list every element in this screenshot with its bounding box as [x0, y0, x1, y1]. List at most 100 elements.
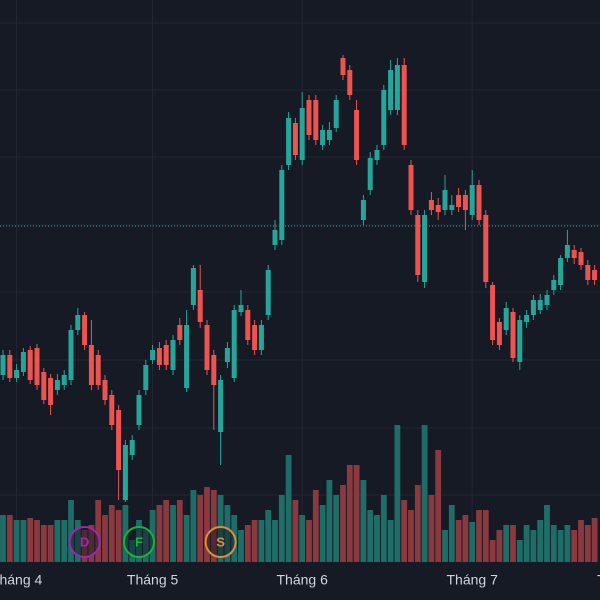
candle-body — [333, 100, 339, 128]
candle-body — [75, 315, 81, 330]
volume-bar — [265, 510, 272, 562]
candle-body — [585, 265, 591, 280]
candle-body — [163, 345, 169, 365]
candle-body — [510, 312, 516, 358]
volume-bar — [122, 505, 129, 562]
candle-body — [238, 305, 244, 312]
candle-body — [82, 315, 88, 345]
volume-bar — [428, 495, 435, 562]
volume-bar — [435, 450, 442, 562]
candle-body — [422, 215, 428, 282]
candle-body — [218, 380, 224, 432]
candle-body — [245, 310, 251, 340]
volume-bar — [367, 510, 374, 562]
candle-body — [265, 270, 271, 315]
volume-bar — [550, 525, 557, 562]
volume-bar — [163, 500, 170, 562]
volume-bar — [503, 525, 510, 562]
candle-body — [490, 285, 496, 340]
volume-bar — [374, 515, 380, 562]
volume-bar — [183, 515, 190, 562]
x-tick-label: T — [597, 572, 600, 588]
volume-bar — [326, 480, 333, 562]
volume-bar — [462, 515, 469, 562]
candle-body — [517, 320, 523, 362]
candle-body — [313, 100, 319, 140]
volume-bar — [394, 425, 401, 562]
candle-body — [184, 325, 190, 388]
candle-body — [592, 270, 598, 280]
volume-bar — [469, 522, 476, 562]
candle-body — [48, 378, 54, 405]
x-tick-label: Tháng 4 — [0, 572, 42, 588]
candle-body — [449, 205, 455, 210]
volume-bar — [306, 520, 312, 562]
candle-body — [469, 185, 475, 215]
candle-body — [109, 395, 115, 425]
volume-bar — [54, 520, 61, 562]
candle-body — [558, 258, 564, 285]
candle-body — [20, 352, 26, 372]
candle-body — [286, 118, 292, 165]
volume-bar — [346, 465, 353, 562]
volume-bar — [47, 525, 54, 562]
volume-bar — [571, 530, 578, 562]
candle-body — [578, 252, 584, 265]
volume-bar — [95, 500, 102, 562]
volume-bar — [210, 490, 217, 562]
candle-body — [0, 355, 6, 375]
volume-bar — [244, 525, 251, 562]
volume-bar — [584, 525, 591, 562]
candle-body — [41, 372, 47, 400]
candle-body — [68, 330, 74, 380]
candle-body — [136, 395, 142, 425]
candle-body — [435, 205, 441, 212]
candle-body — [116, 410, 122, 470]
candle-body — [360, 200, 366, 220]
volume-bar — [537, 520, 544, 562]
candle-body — [496, 322, 502, 345]
candle-body — [129, 440, 135, 455]
x-tick-label: Tháng 7 — [447, 572, 499, 588]
volume-bar — [40, 525, 47, 562]
volume-bar — [170, 505, 176, 562]
candle-body — [326, 130, 332, 140]
candle-body — [320, 130, 326, 145]
candle-body — [544, 295, 550, 305]
volume-bar — [408, 510, 414, 562]
volume-bar — [496, 530, 503, 562]
volume-bar — [442, 530, 448, 562]
candle-body — [408, 165, 414, 210]
volume-bar — [312, 490, 319, 562]
candle-body — [7, 355, 13, 378]
candle-body — [367, 158, 373, 190]
volume-bar — [102, 515, 108, 562]
event-label: S — [216, 534, 225, 549]
volume-bar — [591, 518, 598, 562]
candle-body — [190, 268, 196, 305]
volume-bar — [176, 500, 183, 562]
volume-bar — [557, 530, 564, 562]
volume-bar — [204, 487, 210, 562]
volume-bar — [13, 520, 20, 562]
volume-bar — [353, 465, 360, 562]
candle-body — [95, 355, 101, 385]
candle-body — [27, 350, 33, 380]
volume-bar — [27, 518, 34, 562]
candle-body — [177, 325, 183, 340]
candle-body — [102, 380, 108, 400]
volume-bar — [523, 525, 530, 562]
event-marker — [123, 526, 155, 558]
volume-bar — [292, 500, 299, 562]
candle-body — [537, 300, 543, 310]
candle-body — [347, 70, 353, 95]
candle-body — [143, 365, 149, 390]
candle-body — [156, 348, 162, 365]
candle-body — [483, 215, 489, 282]
candle-body — [272, 230, 278, 245]
candle-body — [394, 65, 400, 110]
volume-bar — [516, 540, 523, 562]
candle-body — [442, 190, 448, 210]
volume-bar — [360, 480, 367, 562]
